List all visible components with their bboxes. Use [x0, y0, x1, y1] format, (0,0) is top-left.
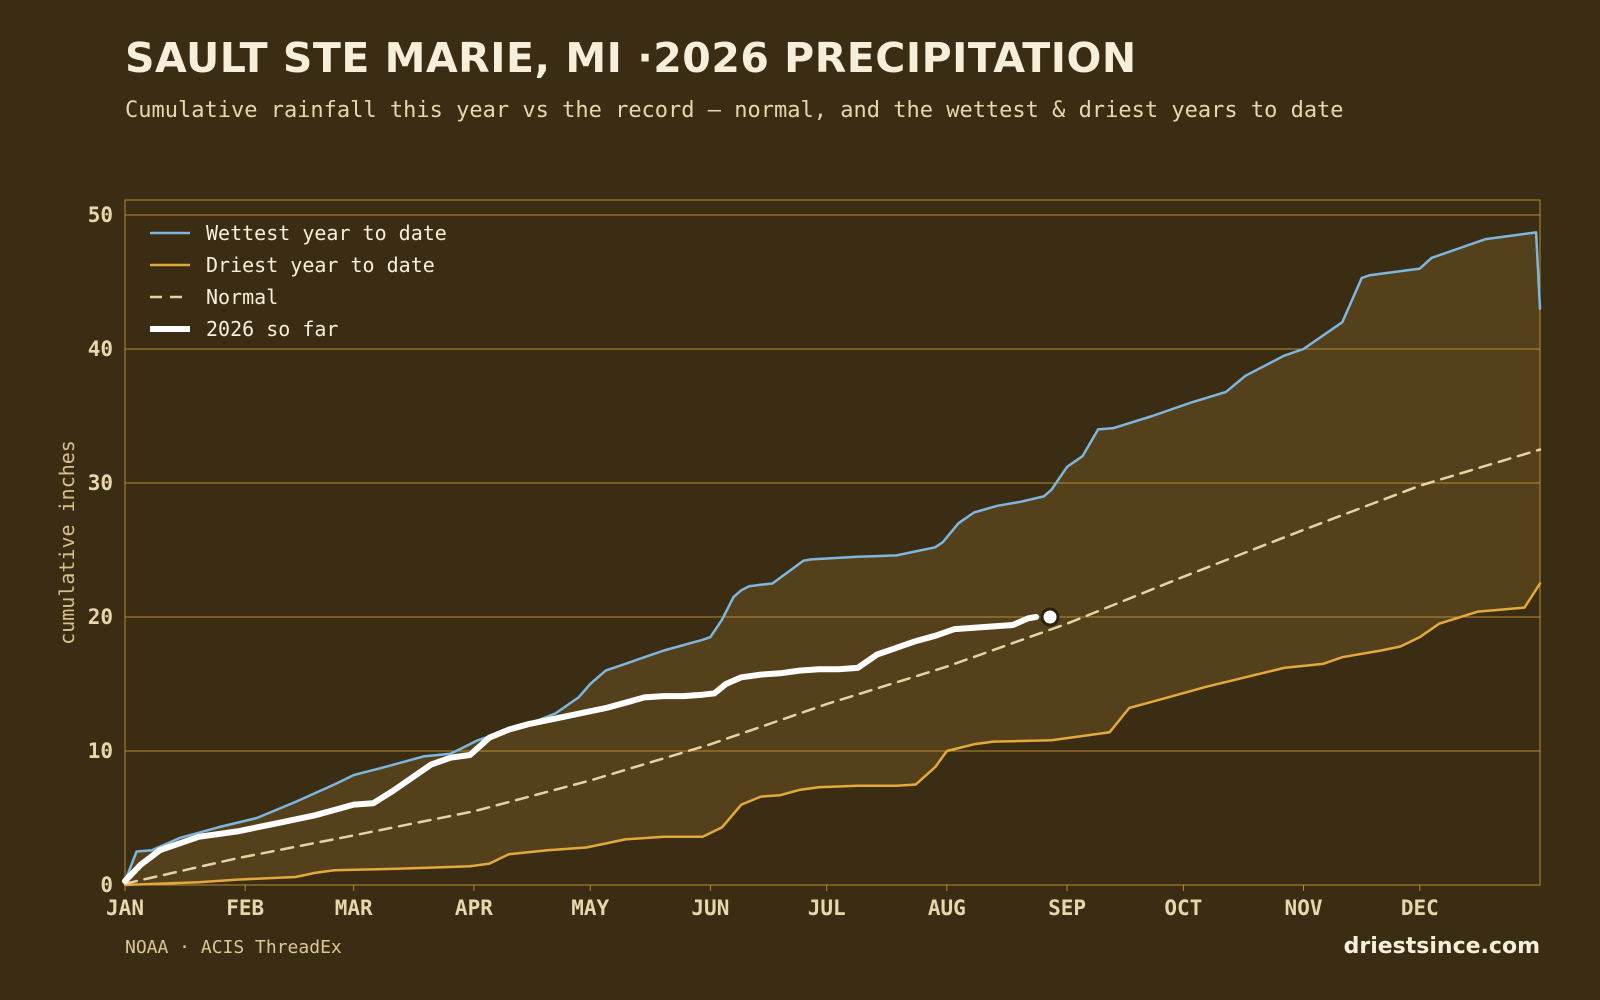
- x-tick-label-jul: JUL: [808, 896, 846, 920]
- y-tick-label-0: 0: [100, 873, 113, 897]
- legend-label-normal: Normal: [206, 285, 278, 309]
- y-axis-label: cumulative inches: [55, 440, 79, 645]
- legend-label-wettest-year: Wettest year to date: [206, 221, 447, 245]
- normal-line: [123, 448, 1542, 885]
- x-tick-label-aug: AUG: [928, 896, 966, 920]
- chart-title: SAULT STE MARIE, MI ·2026 PRECIPITATION: [125, 34, 1137, 82]
- x-tick-label-jan: JAN: [106, 896, 144, 920]
- driest-year-line: [123, 582, 1542, 887]
- legend-label-current-year: 2026 so far: [206, 317, 338, 341]
- y-tick-label-50: 50: [88, 203, 113, 227]
- x-tick-label-may: MAY: [571, 896, 609, 920]
- chart-subtitle: Cumulative rainfall this year vs the rec…: [125, 98, 1344, 123]
- y-tick-label-10: 10: [88, 739, 113, 763]
- current-year-line: [122, 614, 1039, 884]
- x-tick-label-dec: DEC: [1401, 896, 1439, 920]
- legend-label-driest-year: Driest year to date: [206, 253, 435, 277]
- y-tick-label-30: 30: [88, 471, 113, 495]
- x-tick-label-feb: FEB: [226, 896, 264, 920]
- x-tick-label-oct: OCT: [1164, 896, 1202, 920]
- y-tick-label-40: 40: [88, 337, 113, 361]
- x-tick-label-nov: NOV: [1285, 896, 1323, 920]
- data-source-note: NOAA · ACIS ThreadEx: [125, 937, 342, 958]
- site-credit: driestsince.com: [1343, 934, 1540, 959]
- x-tick-label-apr: APR: [455, 896, 493, 920]
- x-tick-label-sep: SEP: [1048, 896, 1086, 920]
- current-value-marker: [1040, 607, 1060, 627]
- x-tick-label-jun: JUN: [691, 896, 729, 920]
- y-tick-label-20: 20: [88, 605, 113, 629]
- x-tick-label-mar: MAR: [335, 896, 373, 920]
- wettest-year-line: [123, 231, 1542, 883]
